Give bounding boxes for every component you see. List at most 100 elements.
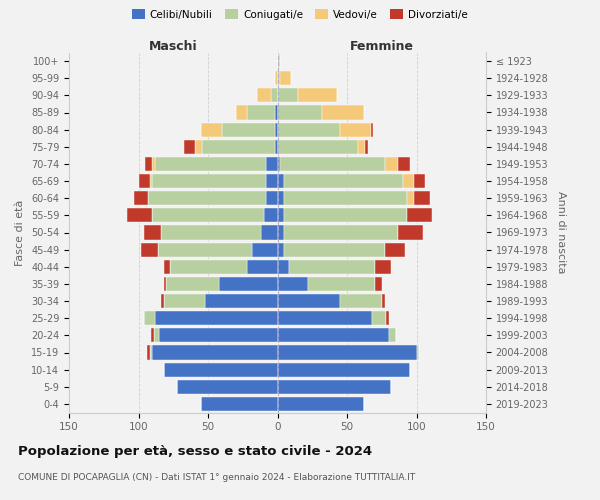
Bar: [365, 140, 368, 154]
Bar: [152, 346, 277, 360]
Bar: [382, 294, 385, 308]
Bar: [178, 380, 277, 394]
Bar: [236, 106, 247, 120]
Bar: [149, 174, 152, 188]
Bar: [271, 88, 277, 102]
Bar: [164, 294, 205, 308]
Bar: [277, 346, 416, 360]
Bar: [247, 106, 275, 120]
Bar: [147, 346, 149, 360]
Bar: [253, 242, 277, 256]
Bar: [154, 328, 160, 342]
Bar: [385, 157, 398, 171]
Bar: [149, 346, 152, 360]
Bar: [266, 191, 277, 205]
Bar: [386, 311, 389, 325]
Bar: [247, 260, 277, 274]
Bar: [375, 277, 382, 291]
Bar: [145, 157, 152, 171]
Bar: [277, 294, 340, 308]
Bar: [201, 122, 222, 136]
Y-axis label: Fasce di età: Fasce di età: [16, 200, 25, 266]
Bar: [385, 242, 406, 256]
Bar: [196, 140, 202, 154]
Bar: [144, 311, 155, 325]
Bar: [277, 277, 308, 291]
Bar: [275, 106, 277, 120]
Bar: [284, 226, 398, 239]
Bar: [158, 242, 253, 256]
Y-axis label: Anni di nascita: Anni di nascita: [556, 191, 566, 274]
Bar: [152, 157, 155, 171]
Bar: [222, 122, 275, 136]
Bar: [152, 174, 266, 188]
Text: Femmine: Femmine: [350, 40, 414, 52]
Bar: [205, 294, 277, 308]
Bar: [289, 260, 375, 274]
Bar: [280, 71, 292, 85]
Bar: [148, 191, 266, 205]
Bar: [127, 208, 152, 222]
Bar: [284, 242, 385, 256]
Bar: [266, 157, 277, 171]
Bar: [280, 157, 385, 171]
Bar: [141, 242, 158, 256]
Bar: [155, 311, 277, 325]
Text: Maschi: Maschi: [149, 40, 197, 52]
Bar: [284, 208, 407, 222]
Bar: [263, 208, 277, 222]
Bar: [403, 174, 414, 188]
Bar: [277, 157, 280, 171]
Bar: [261, 226, 277, 239]
Bar: [277, 122, 340, 136]
Bar: [201, 397, 277, 411]
Bar: [407, 191, 414, 205]
Bar: [277, 191, 284, 205]
Bar: [275, 122, 277, 136]
Bar: [139, 174, 149, 188]
Bar: [170, 260, 247, 274]
Bar: [277, 208, 284, 222]
Bar: [277, 140, 358, 154]
Bar: [358, 140, 365, 154]
Bar: [166, 277, 219, 291]
Bar: [322, 106, 364, 120]
Bar: [277, 311, 372, 325]
Bar: [164, 362, 277, 376]
Bar: [284, 174, 403, 188]
Text: COMUNE DI POCAPAGLIA (CN) - Dati ISTAT 1° gennaio 2024 - Elaborazione TUTTITALIA: COMUNE DI POCAPAGLIA (CN) - Dati ISTAT 1…: [18, 472, 415, 482]
Bar: [375, 260, 391, 274]
Bar: [389, 328, 395, 342]
Bar: [371, 122, 373, 136]
Bar: [398, 226, 424, 239]
Bar: [164, 277, 166, 291]
Bar: [284, 191, 407, 205]
Bar: [219, 277, 277, 291]
Bar: [414, 174, 425, 188]
Bar: [277, 242, 284, 256]
Bar: [298, 88, 337, 102]
Bar: [164, 260, 170, 274]
Bar: [372, 311, 386, 325]
Bar: [275, 140, 277, 154]
Bar: [277, 88, 298, 102]
Bar: [277, 106, 322, 120]
Bar: [407, 208, 432, 222]
Bar: [340, 294, 382, 308]
Bar: [308, 277, 375, 291]
Legend: Celibi/Nubili, Coniugati/e, Vedovi/e, Divorziati/e: Celibi/Nubili, Coniugati/e, Vedovi/e, Di…: [128, 5, 472, 24]
Bar: [161, 226, 261, 239]
Bar: [275, 71, 277, 85]
Bar: [144, 226, 161, 239]
Bar: [398, 157, 410, 171]
Bar: [277, 328, 389, 342]
Bar: [152, 208, 263, 222]
Bar: [340, 122, 371, 136]
Bar: [277, 71, 280, 85]
Bar: [257, 88, 271, 102]
Bar: [277, 260, 289, 274]
Bar: [161, 294, 164, 308]
Bar: [416, 346, 419, 360]
Bar: [277, 54, 280, 68]
Bar: [160, 328, 277, 342]
